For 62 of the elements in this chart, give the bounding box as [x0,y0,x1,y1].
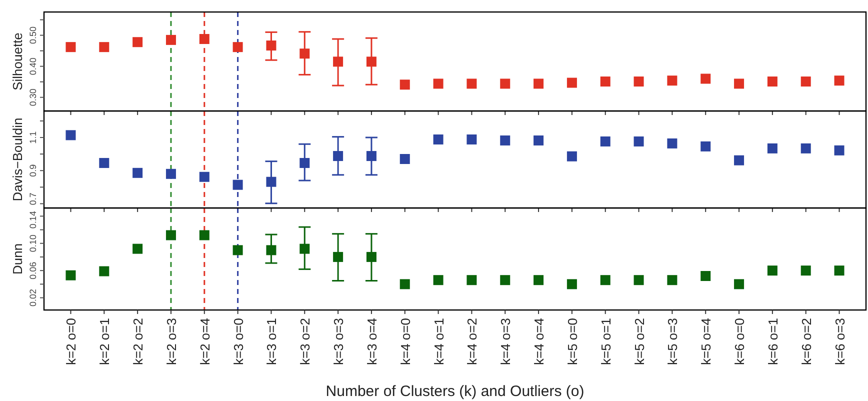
point [433,78,444,89]
x-tick-label: k=4 o=4 [532,318,547,365]
point [199,34,210,44]
y-tick-label: 0.30 [28,88,38,106]
point [667,76,678,86]
y-tick-label: 0.40 [28,58,38,76]
point [266,40,276,51]
x-tick-label: k=3 o=2 [298,318,313,365]
x-tick-label: k=5 o=0 [564,318,580,365]
point [66,42,76,52]
y-tick-label: 0.50 [28,26,38,44]
point [600,76,610,87]
point [333,56,344,67]
point [466,78,477,89]
x-tick-label: k=5 o=4 [698,318,714,365]
point [700,74,711,84]
x-tick-label: k=2 o=1 [97,318,112,365]
point [166,34,176,45]
x-tick-label: k=3 o=0 [230,318,246,365]
x-tick-label: k=3 o=1 [264,318,280,365]
x-tick-label: k=6 o=1 [765,318,780,365]
x-tick-label: k=5 o=3 [665,318,680,365]
point [99,42,110,52]
x-tick-label: k=2 o=3 [164,318,179,365]
x-tick-label: k=4 o=2 [464,318,480,365]
x-tick-label: k=5 o=2 [632,318,647,365]
point [534,78,544,89]
y-axis-title: Dunn [10,243,25,275]
point [500,78,510,89]
y-tick-label: 0.14 [28,211,38,229]
point [634,76,644,87]
point [232,42,243,52]
point [834,76,844,86]
x-tick-label: k=3 o=4 [364,318,380,365]
point [800,76,811,87]
x-tick-label: k=6 o=3 [832,318,848,365]
x-tick-label: k=2 o=0 [64,318,79,365]
x-tick-label: k=2 o=2 [130,318,146,365]
point [767,76,778,87]
y-tick-label: 0.06 [28,262,38,280]
y-tick-label: 1.1 [28,131,38,144]
y-axis-title: Silhouette [10,32,25,90]
point [366,56,376,67]
point [566,78,577,88]
x-tick-label: k=4 o=1 [431,318,446,365]
x-axis-title: Number of Clusters (k) and Outliers (o) [326,383,584,400]
point [300,48,310,59]
x-tick-label: k=3 o=3 [331,318,346,365]
point [132,37,143,48]
y-tick-label: 0.10 [28,234,38,252]
y-tick-label: 0.02 [28,288,38,307]
y-tick-label: 0.7 [28,192,38,206]
point [400,80,410,90]
x-tick-label: k=2 o=4 [197,318,212,365]
x-tick-label: k=4 o=3 [498,318,514,365]
y-axis-title: Davis−Bouldin [10,118,25,202]
y-tick-label: 0.9 [28,164,38,177]
x-tick-label: k=6 o=2 [798,318,814,365]
x-tick-label: k=5 o=1 [598,318,614,365]
point [734,78,744,89]
x-tick-label: k=4 o=0 [398,318,413,365]
x-tick-label: k=6 o=0 [732,318,748,365]
